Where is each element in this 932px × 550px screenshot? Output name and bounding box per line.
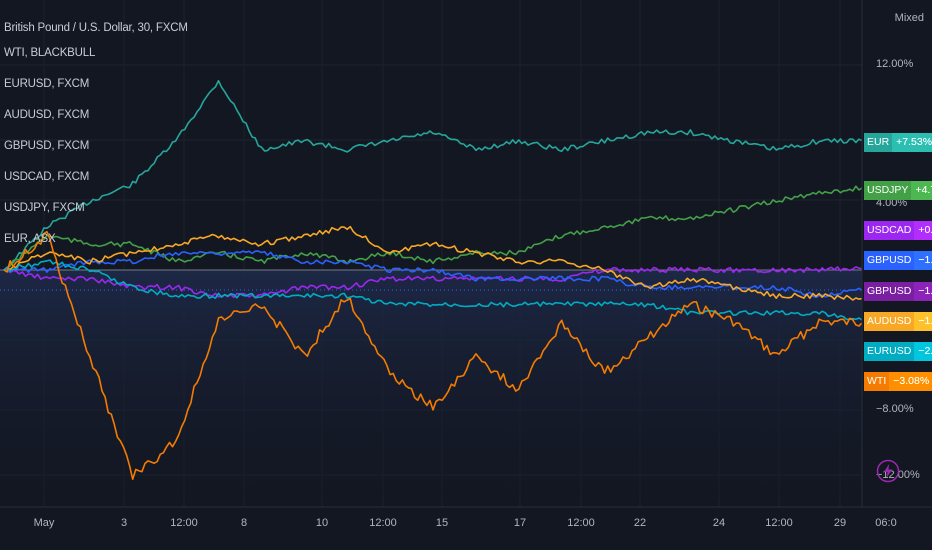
price-tag-value: −1.18% <box>914 251 932 270</box>
price-tag-value: +4.77% <box>911 181 932 200</box>
price-tag-symbol: WTI <box>864 372 890 391</box>
price-tag-symbol: USDJPY <box>864 181 912 200</box>
price-tag-gbpusd-main[interactable]: GBPUSD −1.18% <box>864 282 932 301</box>
x-tick-label: 12:00 <box>369 517 397 529</box>
price-tag-value: −1.18% <box>914 282 932 301</box>
x-tick-label: 12:00 <box>567 517 595 529</box>
price-tag-symbol: AUDUSD <box>864 312 915 331</box>
price-tag-symbol: EURUSD <box>864 342 915 361</box>
lightning-icon[interactable] <box>876 459 900 483</box>
price-tag-eur[interactable]: EUR +7.53% <box>864 133 932 152</box>
y-tick-label: 12.00% <box>876 58 914 70</box>
x-tick-label: 10 <box>315 517 329 529</box>
price-tag-value: −2.90% <box>914 342 932 361</box>
legend-main-symbol[interactable]: British Pound / U.S. Dollar, 30, FXCM <box>4 22 188 34</box>
legend-usdcad[interactable]: USDCAD, FXCM <box>4 171 90 183</box>
x-tick-label: 12:00 <box>765 517 793 529</box>
price-tag-symbol: GBPUSD <box>864 282 915 301</box>
x-tick-label: 15 <box>435 517 449 529</box>
price-tag-symbol: USDCAD <box>864 221 915 240</box>
y-tick-label: −8.00% <box>876 403 914 415</box>
legend-eur-asx[interactable]: EUR, ASX <box>4 233 56 245</box>
price-tag-symbol: EUR <box>864 133 893 152</box>
series-line-gbpusd[interactable] <box>3 250 863 299</box>
price-tag-gbpusd[interactable]: GBPUSD −1.18% <box>864 251 932 270</box>
price-tag-usdcad[interactable]: USDCAD +0.09% <box>864 221 932 240</box>
legend-audusd[interactable]: AUDUSD, FXCM <box>4 109 90 121</box>
x-tick-label: May <box>33 517 55 529</box>
legend-gbpusd[interactable]: GBPUSD, FXCM <box>4 140 90 152</box>
x-tick-label: 3 <box>120 517 128 529</box>
series-line-wti[interactable] <box>3 230 863 480</box>
series-line-eurusd[interactable] <box>3 259 863 321</box>
legend-eurusd[interactable]: EURUSD, FXCM <box>4 78 90 90</box>
x-tick-label: 06:0 <box>875 517 897 529</box>
x-tick-label: 22 <box>633 517 647 529</box>
baseline-area <box>0 270 862 500</box>
x-tick-label: 17 <box>513 517 527 529</box>
price-tag-symbol: GBPUSD <box>864 251 915 270</box>
price-tag-wti[interactable]: WTI −3.08% <box>864 372 932 391</box>
legend-usdjpy[interactable]: USDJPY, FXCM <box>4 202 85 214</box>
series-lines <box>3 79 863 480</box>
series-line-usdjpy[interactable] <box>3 185 863 271</box>
price-tag-value: −1.67% <box>914 312 932 331</box>
x-tick-label: 12:00 <box>170 517 198 529</box>
price-tag-audusd[interactable]: AUDUSD −1.67% <box>864 312 932 331</box>
series-line-audusd[interactable] <box>3 225 863 301</box>
x-tick-label: 8 <box>240 517 248 529</box>
legend: British Pound / U.S. Dollar, 30, FXCM WT… <box>4 19 188 259</box>
legend-wti[interactable]: WTI, BLACKBULL <box>4 47 96 59</box>
price-tag-usdjpy[interactable]: USDJPY +4.77% <box>864 181 932 200</box>
price-tag-eurusd[interactable]: EURUSD −2.90% <box>864 342 932 361</box>
x-tick-label: 29 <box>833 517 847 529</box>
series-line-usdcad[interactable] <box>3 266 863 299</box>
y-tick-label: 4.00% <box>876 197 908 209</box>
scale-mode-label[interactable]: Mixed <box>894 12 924 24</box>
price-tag-value: +0.09% <box>914 221 932 240</box>
price-tag-value: +7.53% <box>892 133 932 152</box>
series-line-eur[interactable] <box>3 79 863 271</box>
price-tag-value: −3.08% <box>889 372 932 391</box>
x-tick-label: 24 <box>712 517 726 529</box>
